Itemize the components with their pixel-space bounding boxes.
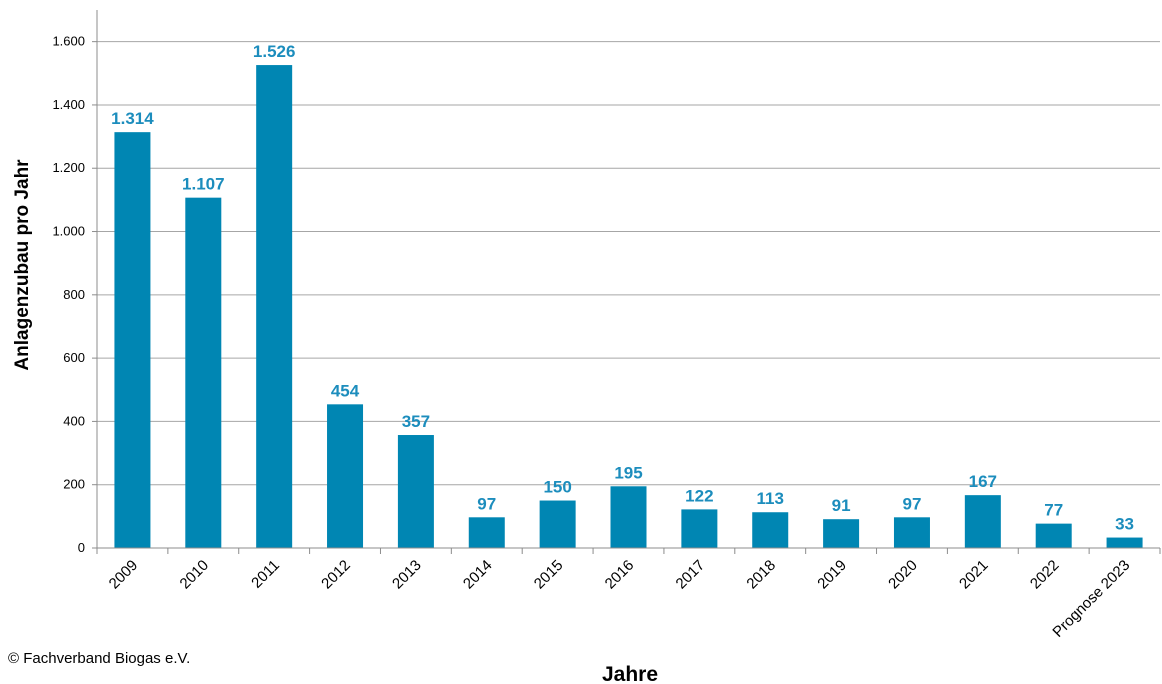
y-tick-label: 0 (78, 540, 85, 555)
bars (114, 65, 1143, 548)
copyright-notice: © Fachverband Biogas e.V. (8, 650, 191, 667)
bar (539, 500, 576, 548)
bar (114, 132, 151, 548)
bar (1106, 537, 1143, 548)
x-tick-label: 2016 (602, 557, 638, 593)
bar (893, 517, 930, 548)
y-tick-label: 1.600 (52, 34, 85, 49)
x-tick-label: 2019 (814, 557, 850, 593)
bar (964, 495, 1001, 548)
x-tick-label: Prognose 2023 (1049, 557, 1133, 641)
data-label: 150 (543, 478, 571, 497)
x-tick-label: 2017 (673, 557, 709, 593)
x-tick-labels: 2009 2010 2011 2012 2013 2014 2015 2016 2017 2018… (106, 557, 1134, 641)
y-tick-label: 1.200 (52, 160, 85, 175)
axes (92, 10, 1161, 554)
bar (681, 509, 718, 548)
x-tick-label: 2020 (885, 557, 921, 593)
bar (752, 512, 789, 548)
data-label: 454 (331, 381, 360, 400)
data-label: 1.526 (253, 42, 296, 61)
x-tick-label: 2014 (460, 557, 496, 593)
bar (256, 65, 293, 548)
bar (185, 197, 222, 548)
data-label: 97 (477, 494, 496, 513)
bar (1035, 523, 1072, 548)
data-label: 33 (1115, 515, 1134, 534)
x-tick-label: 2018 (743, 557, 779, 593)
y-axis-label: Anlagenzubau pro Jahr (12, 159, 33, 371)
data-label: 91 (832, 496, 851, 515)
data-label: 1.314 (111, 109, 154, 128)
data-label: 122 (685, 486, 713, 505)
bar (468, 517, 505, 548)
y-tick-label: 1.400 (52, 97, 85, 112)
data-label: 77 (1044, 501, 1063, 520)
x-tick-label: 2015 (531, 557, 567, 593)
data-label: 113 (757, 489, 784, 508)
y-tick-label: 200 (63, 477, 85, 492)
y-tick-label: 400 (63, 413, 85, 428)
x-tick-label: 2012 (318, 557, 354, 593)
data-labels: 1.314 1.107 1.526 454 357 97 150 195 122 113 91 97 1… (111, 42, 1134, 533)
y-tick-label: 600 (63, 350, 85, 365)
data-label: 1.107 (182, 175, 225, 194)
x-axis-label: Jahre (602, 663, 658, 684)
y-tick-labels: 0 200 400 600 800 1.000 1.200 1.400 1.600 (52, 34, 85, 555)
y-tick-label: 800 (63, 287, 85, 302)
x-tick-label: 2021 (956, 557, 992, 593)
bar (610, 486, 647, 548)
bar (823, 519, 860, 548)
x-tick-label: 2013 (389, 557, 425, 593)
data-label: 195 (614, 463, 642, 482)
x-tick-label: 2011 (248, 557, 283, 592)
data-label: 97 (903, 494, 922, 513)
bar (397, 435, 434, 548)
y-tick-label: 1.000 (52, 224, 85, 239)
data-label: 357 (402, 412, 430, 431)
bar (327, 404, 364, 548)
x-tick-label: 2009 (106, 557, 142, 593)
x-tick-label: 2022 (1027, 557, 1063, 593)
x-tick-label: 2010 (177, 557, 213, 593)
data-label: 167 (969, 472, 997, 491)
